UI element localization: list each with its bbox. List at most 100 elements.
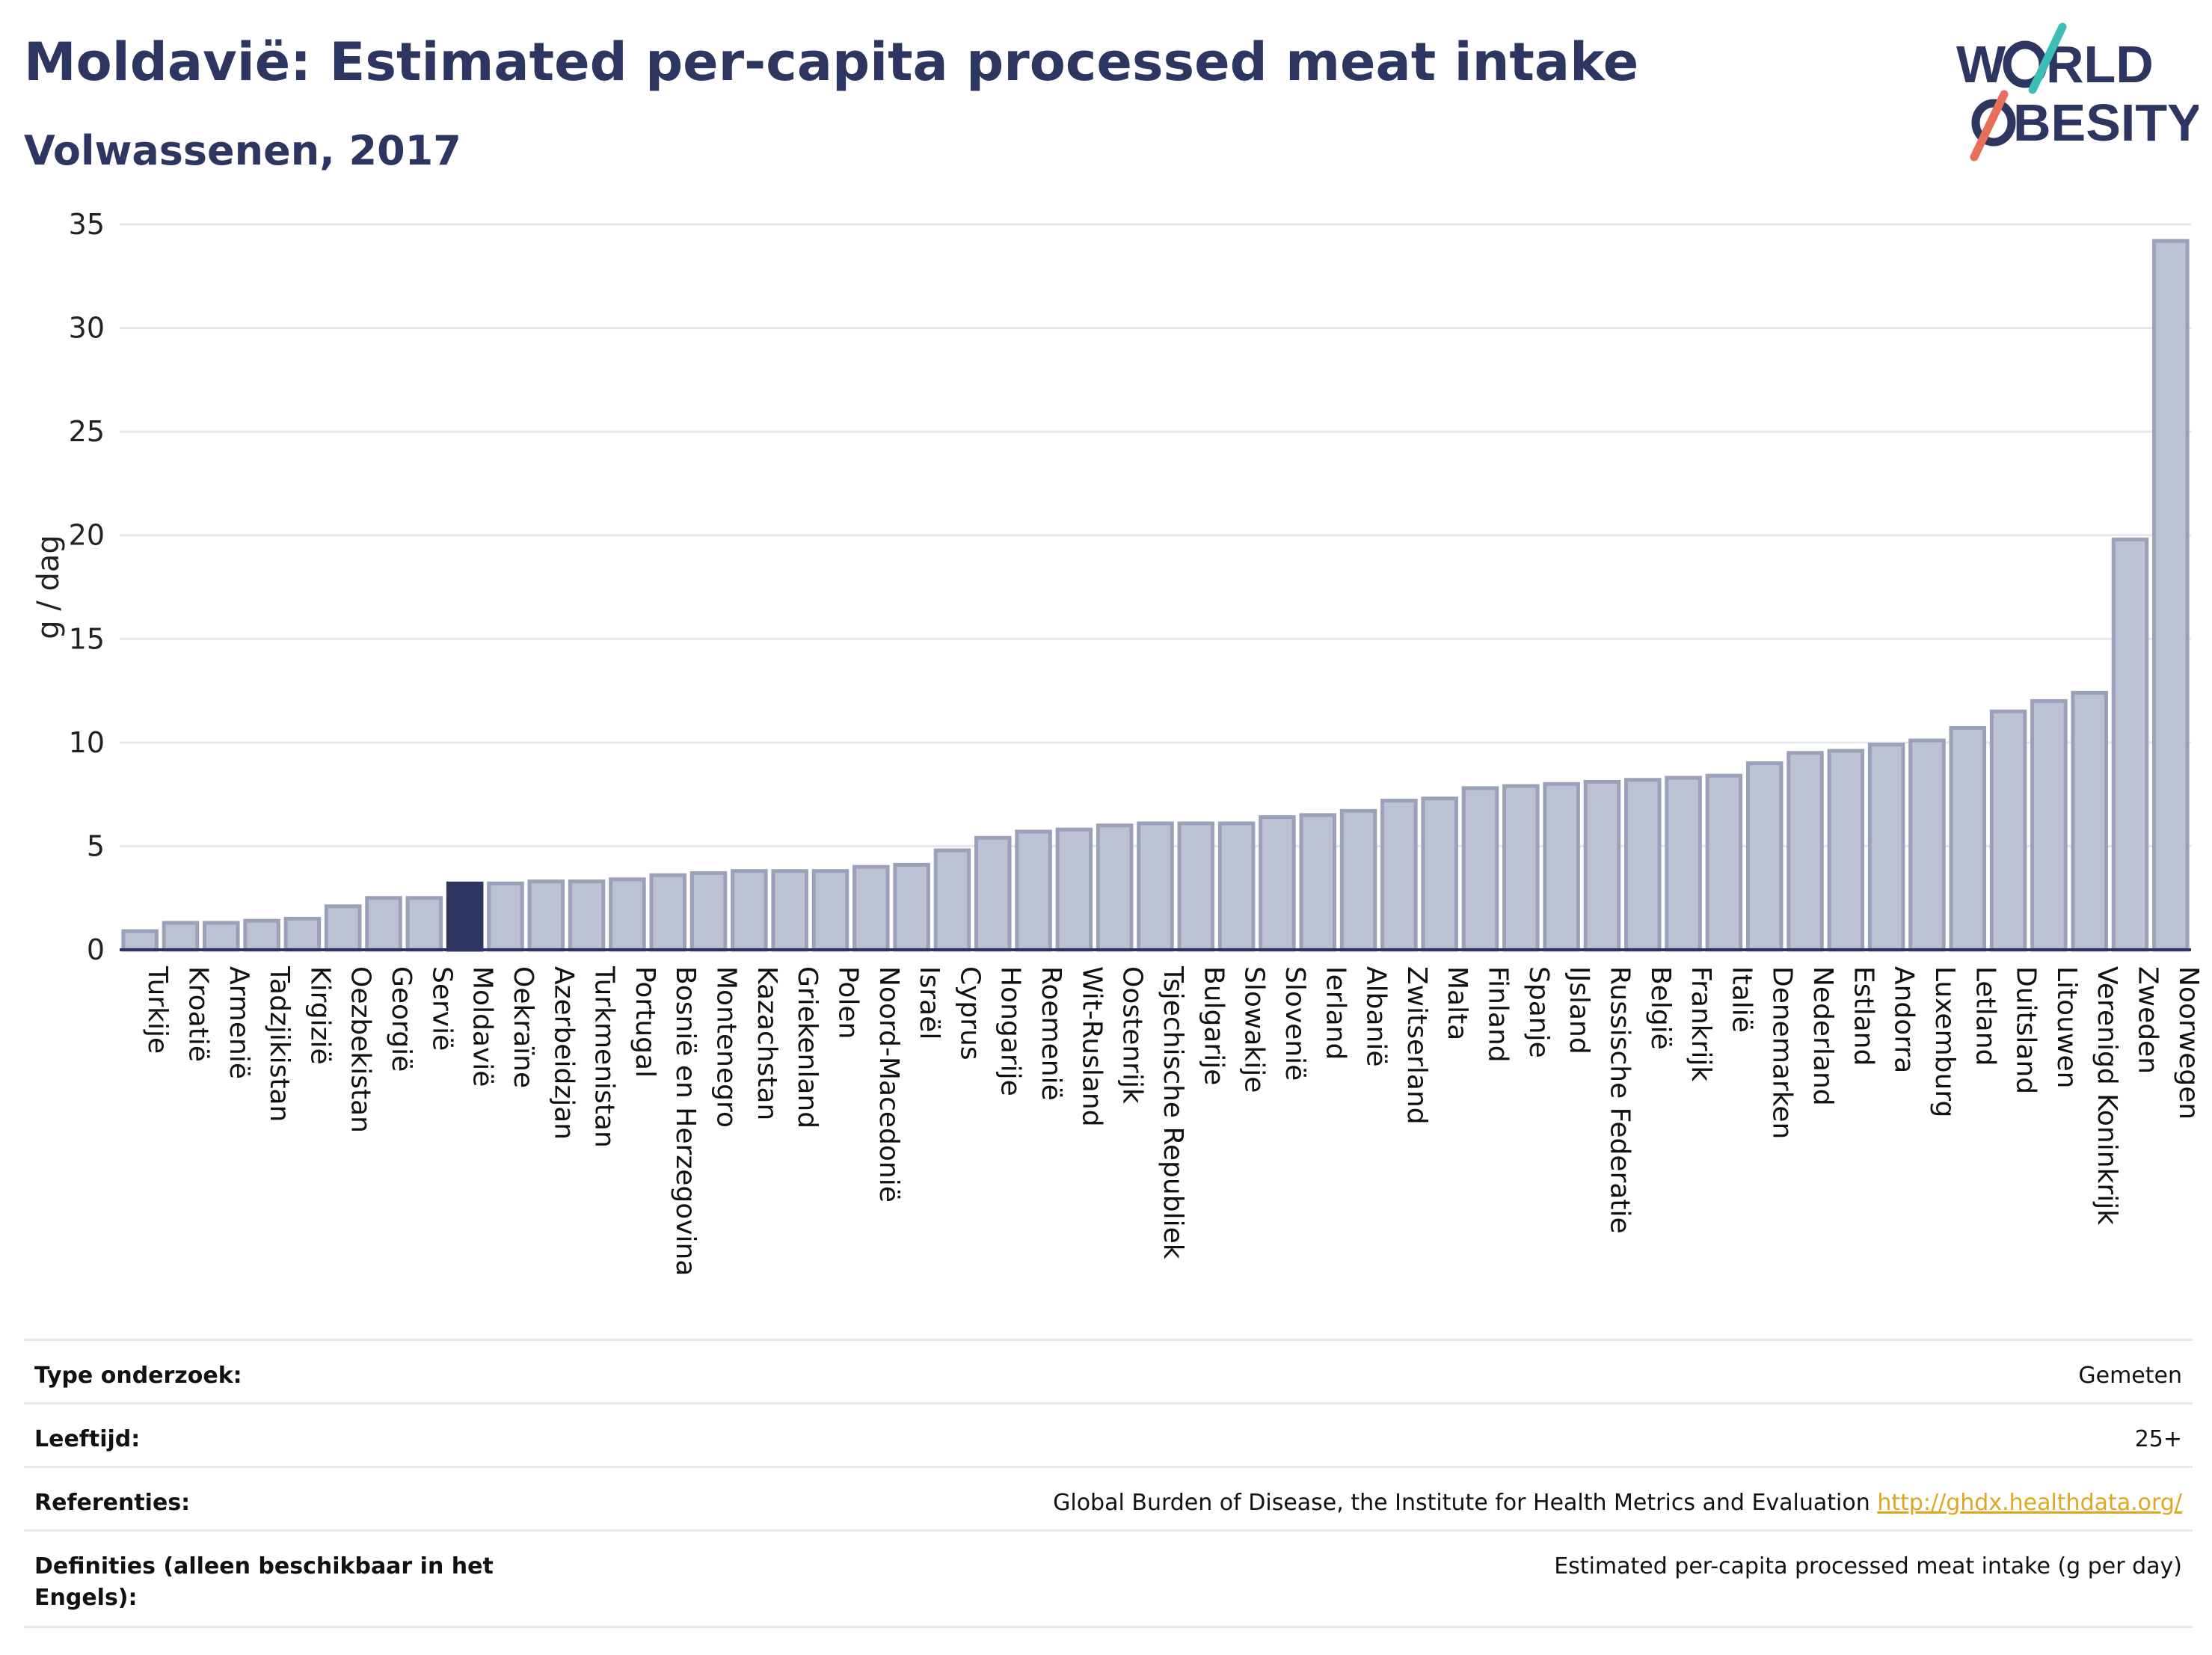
x-tick-label: Wit-Rusland (1076, 966, 1107, 1127)
logo-line2-suffix: BESITY (2013, 93, 2199, 152)
bar (1665, 776, 1702, 952)
bar (1949, 725, 1987, 952)
bar (1015, 829, 1052, 952)
x-tick-label: Oekraïne (508, 966, 538, 1088)
x-tick-label: Finland (1483, 966, 1514, 1063)
x-tick-label: België (1645, 966, 1676, 1050)
bar (203, 921, 240, 952)
bar (2071, 690, 2108, 952)
bar (1745, 761, 1784, 952)
x-tick-label: Bulgarije (1198, 966, 1229, 1085)
bar (771, 869, 808, 952)
bar (1583, 780, 1621, 952)
x-tick-label: Tadzjikistan (264, 965, 295, 1122)
x-tick-label: Georgië (386, 966, 417, 1072)
reference-text: Global Burden of Disease, the Institute … (1053, 1490, 1870, 1516)
x-tick-label: Cyprus (954, 966, 985, 1060)
bar (689, 871, 728, 952)
world-obesity-logo: W RLD BESITY (1956, 22, 2199, 162)
x-tick-label: Kazachstan (752, 966, 782, 1120)
bar (852, 865, 890, 952)
x-tick-label: Polen (832, 966, 863, 1039)
x-tick-label: Kirgizië (304, 966, 335, 1065)
x-tick-label: Ierland (1320, 966, 1351, 1060)
bar (1908, 738, 1946, 952)
x-tick-label: Israël (914, 966, 944, 1040)
info-label: Definities (alleen beschikbaar in het En… (34, 1553, 494, 1611)
y-tick-label: 35 (69, 208, 105, 241)
x-tick-label: Hongarije (995, 966, 1026, 1096)
logo-line1-suffix: RLD (2046, 35, 2154, 93)
x-tick-label: Azerbeidzjan (548, 966, 579, 1140)
x-tick-label: Griekenland (792, 966, 823, 1129)
bar (1705, 773, 1743, 952)
bar (1339, 808, 1377, 952)
bar (1421, 796, 1458, 952)
x-tick-label: Letland (1970, 966, 2000, 1066)
x-tick-label: Duitsland (2011, 966, 2042, 1094)
x-tick-label: Portugal (630, 966, 660, 1078)
x-tick-label: Zwitserland (1401, 966, 1432, 1125)
x-tick-label: Denemarken (1767, 966, 1798, 1139)
bar (568, 879, 606, 952)
x-tick-label: Litouwen (2051, 966, 2082, 1088)
x-tick-label: Zweden (2133, 966, 2163, 1074)
x-tick-label: Russische Federatie (1604, 966, 1635, 1234)
reference-link[interactable]: http://ghdx.healthdata.org/ (1877, 1490, 2182, 1516)
x-tick-label: Roemenië (1036, 966, 1066, 1101)
bar (2030, 698, 2068, 952)
bar (1055, 827, 1093, 952)
info-value: Estimated per-capita processed meat inta… (1554, 1553, 2182, 1579)
bar (974, 835, 1012, 952)
bar (933, 848, 971, 952)
y-axis-title: g / dag (31, 535, 66, 639)
bar (324, 904, 362, 952)
x-tick-label: IJsland (1564, 966, 1594, 1054)
bar (121, 929, 159, 952)
x-tick-label: Turkije (142, 965, 173, 1054)
y-tick-label: 20 (69, 519, 105, 552)
bar (1217, 821, 1256, 952)
bar (1543, 782, 1580, 952)
y-tick-label: 25 (69, 415, 105, 448)
x-tick-label: Verenigd Koninkrijk (2092, 966, 2122, 1225)
x-tick-label: Nederland (1807, 966, 1838, 1106)
x-tick-label: Oostenrijk (1117, 966, 1148, 1104)
bar (2111, 537, 2149, 952)
bar (162, 921, 200, 952)
bar (1177, 821, 1215, 952)
x-tick-label: Armenië (224, 966, 254, 1079)
bar (893, 862, 930, 952)
x-tick-label: Noord-Macedonië (873, 966, 904, 1203)
info-value: Gemeten (2078, 1363, 2182, 1389)
chart-subtitle: Volwassenen, 2017 (24, 127, 461, 174)
chart-title: Moldavië: Estimated per-capita processed… (24, 31, 1639, 93)
info-label: Type onderzoek: (34, 1363, 242, 1389)
bar (405, 896, 443, 952)
bar (487, 881, 524, 952)
info-row-age: Leeftijd: 25+ (24, 1402, 2193, 1466)
bar-chart: 0 5 10 15 20 25 30 35 g / dag Turkije Kroatië Armen… (31, 208, 2204, 1276)
x-tick-label: Slovenië (1279, 966, 1310, 1081)
bar (283, 916, 322, 952)
bar (527, 879, 565, 952)
x-tick-label: Moldavië (467, 966, 498, 1087)
x-tick-label: Slowakije (1239, 966, 1270, 1093)
info-row-references: Referenties: Global Burden of Disease, t… (24, 1466, 2193, 1529)
x-tick-label: Servië (426, 966, 457, 1051)
logo-line1-prefix: W (1956, 35, 2006, 93)
x-tick-label: Frankrijk (1686, 966, 1716, 1081)
bar (2152, 239, 2190, 952)
info-table: Type onderzoek: Gemeten Leeftijd: 25+ Re… (24, 1339, 2193, 1628)
info-value: Global Burden of Disease, the Institute … (1053, 1487, 2182, 1519)
x-tick-label: Kroatië (182, 966, 213, 1062)
x-tick-label: Turkmenistan (589, 965, 620, 1148)
bar (609, 877, 646, 952)
x-tick-label: Oezbekistan (345, 966, 376, 1133)
logo-o-ring-2 (1971, 99, 2016, 147)
x-tick-label: Albanië (1361, 966, 1392, 1067)
x-tick-label: Montenegro (711, 966, 742, 1128)
x-tick-label: Estland (1848, 966, 1878, 1066)
bar (446, 881, 484, 952)
bar (1299, 813, 1337, 952)
